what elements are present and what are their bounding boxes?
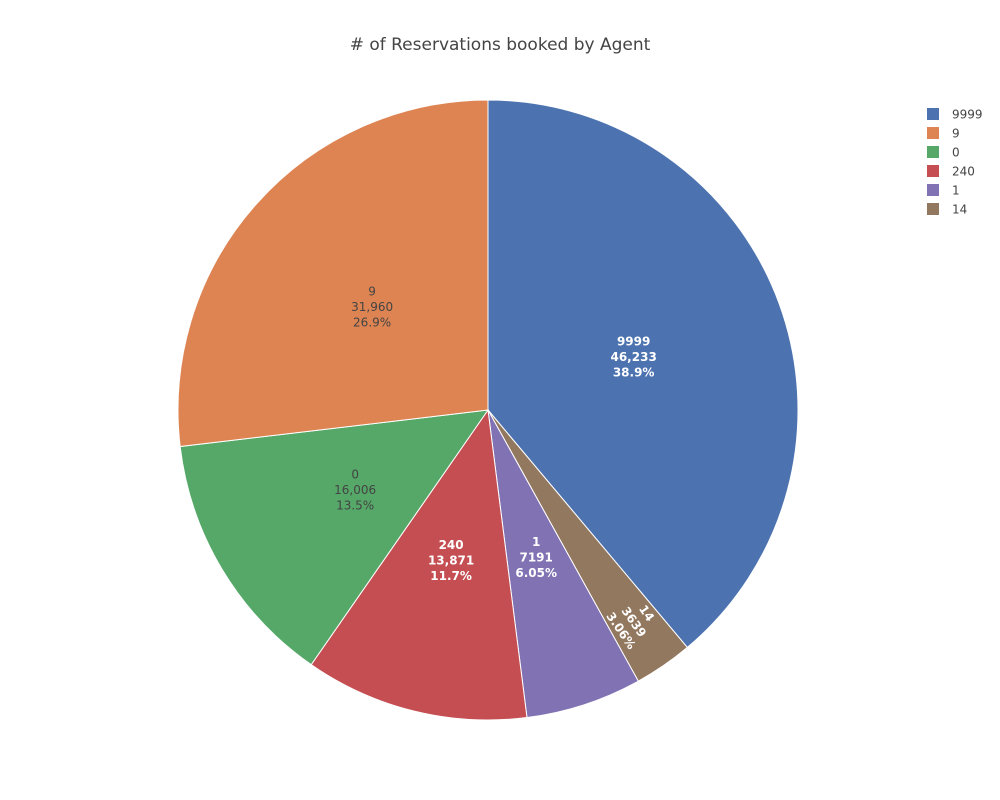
- legend-label: 9: [952, 127, 960, 141]
- legend-label: 14: [952, 203, 967, 217]
- slice-label-1: 1 7191 6.05%: [515, 535, 557, 580]
- slice-label-9999: 9999 46,233 38.9%: [610, 334, 656, 379]
- legend-item-14[interactable]: 14: [927, 203, 967, 217]
- legend-item-0[interactable]: 0: [927, 146, 960, 160]
- legend-item-9999[interactable]: 9999: [927, 108, 983, 122]
- pie-slice-1: [487, 409, 639, 719]
- legend-label: 9999: [952, 108, 983, 122]
- pie-slice-240: [310, 408, 528, 721]
- legend-swatch: [927, 165, 939, 177]
- slice-label-240: 240 13,871 11.7%: [428, 538, 474, 583]
- legend-swatch: [927, 146, 939, 158]
- chart-title: # of Reservations booked by Agent: [350, 35, 651, 55]
- legend-label: 240: [952, 165, 975, 179]
- legend-item-240[interactable]: 240: [927, 165, 975, 179]
- pie-slice-0: [179, 409, 490, 666]
- slice-label-0: 0 16,006 13.5%: [334, 467, 376, 512]
- legend-item-1[interactable]: 1: [927, 184, 960, 198]
- legend-label: 1: [952, 184, 960, 198]
- legend-swatch: [927, 203, 939, 215]
- legend-label: 0: [952, 146, 960, 160]
- legend-swatch: [927, 108, 939, 120]
- pie-slice-9999: [487, 99, 799, 649]
- legend-swatch: [927, 184, 939, 196]
- pie-slices: [177, 99, 799, 721]
- slice-label-9: 9 31,960 26.9%: [351, 285, 393, 330]
- legend-item-9[interactable]: 9: [927, 127, 960, 141]
- pie-slice-9: [177, 99, 489, 448]
- legend-swatch: [927, 127, 939, 139]
